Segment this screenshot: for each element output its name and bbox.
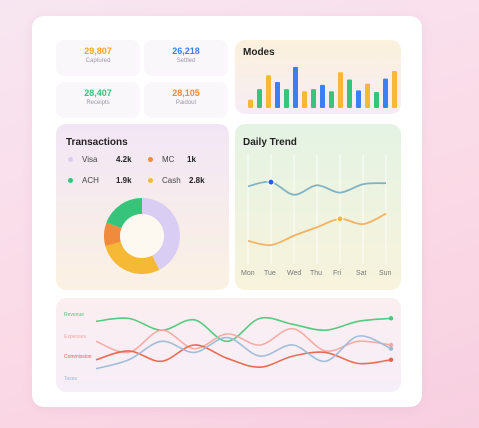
stat-label: Receipts	[86, 100, 110, 106]
day-label: Wed	[287, 270, 302, 277]
legend-value: 1k	[187, 155, 196, 164]
bottom-series-end-marker	[388, 357, 394, 362]
stat-captured[interactable]: 29,807 Captured	[56, 40, 140, 76]
daily-trend-line-chart	[247, 154, 387, 264]
stat-label: Settled	[176, 58, 196, 64]
day-label: Mon	[241, 270, 255, 277]
stat-value: 26,218	[172, 46, 200, 56]
modes-bar	[284, 89, 289, 108]
stat-settled[interactable]: 26,218 Settled	[144, 40, 228, 76]
trend-marker[interactable]	[267, 178, 275, 186]
modes-panel: Modes	[235, 40, 401, 114]
bottom-series-revenue	[95, 316, 392, 343]
day-label: Fri	[333, 270, 342, 277]
legend-value: 4.2k	[116, 155, 132, 164]
modes-bar	[302, 91, 307, 108]
trend-series-line	[247, 212, 387, 247]
modes-bar	[338, 72, 343, 108]
modes-title: Modes	[243, 47, 275, 58]
bottom-series-commission	[95, 344, 392, 369]
modes-bar	[275, 81, 280, 108]
legend-ach: ACH 1.9k	[68, 176, 132, 185]
trend-marker[interactable]	[336, 215, 344, 223]
bottom-chart-panel: Revenue Expenses Commission Taxes	[56, 298, 401, 392]
bottom-series-end-marker	[388, 342, 394, 348]
day-label: Sat	[356, 270, 367, 277]
legend-label: Cash	[162, 176, 181, 185]
stat-value: 29,807	[84, 46, 112, 56]
bottom-series-label: Taxes	[64, 376, 78, 382]
ach-dot	[68, 178, 73, 183]
day-label: Tue	[264, 270, 276, 277]
bottom-series-end-marker	[388, 316, 394, 321]
day-label: Sun	[379, 270, 392, 277]
stat-value: 28,105	[172, 88, 200, 98]
bottom-series-label: Revenue	[64, 312, 84, 318]
bottom-series-label: Expenses	[64, 334, 86, 340]
donut-slice-mc[interactable]	[104, 222, 122, 247]
stat-receipts[interactable]: 28,407 Receipts	[56, 82, 140, 118]
legend-label: Visa	[82, 155, 98, 164]
mc-dot	[148, 157, 153, 162]
donut-slice-visa[interactable]	[142, 198, 180, 270]
modes-bar	[311, 89, 316, 108]
visa-dot	[68, 157, 73, 162]
legend-visa: Visa 4.2k	[68, 155, 132, 164]
daily-trend-panel: Daily Trend Mon Tue Wed Thu Fri Sat Sun	[235, 124, 401, 290]
legend-value: 2.8k	[189, 176, 205, 185]
donut-hole	[120, 214, 164, 258]
modes-bar	[266, 75, 271, 108]
modes-bar-chart	[248, 66, 397, 108]
modes-bar	[248, 99, 253, 108]
modes-bar	[383, 78, 388, 108]
modes-bar	[257, 89, 262, 108]
modes-bar	[293, 66, 298, 108]
modes-bar	[356, 90, 361, 108]
modes-bar	[320, 84, 325, 108]
bottom-series-taxes	[95, 335, 392, 370]
legend-cash: Cash 2.8k	[148, 176, 205, 185]
transactions-title: Transactions	[66, 137, 128, 148]
stat-label: Captured	[85, 58, 111, 64]
stat-value: 28,407	[84, 88, 112, 98]
daily-trend-title: Daily Trend	[243, 137, 297, 148]
transactions-panel: Transactions Visa 4.2k MC 1k ACH 1.9k Ca…	[56, 124, 229, 290]
modes-bar	[374, 92, 379, 108]
day-label: Thu	[310, 270, 323, 277]
donut-slice-cash[interactable]	[105, 241, 160, 274]
modes-bar	[347, 79, 352, 108]
bottom-multi-line-chart: Revenue Expenses Commission Taxes	[64, 312, 394, 382]
legend-label: MC	[162, 155, 175, 164]
bottom-series-expenses	[95, 327, 392, 354]
stat-paidout[interactable]: 28,105 Paidout	[144, 82, 228, 118]
legend-mc: MC 1k	[148, 155, 196, 164]
modes-bar	[392, 71, 397, 108]
modes-bar	[365, 83, 370, 108]
transactions-donut-chart	[104, 198, 180, 274]
bottom-series-end-marker	[388, 346, 394, 351]
stat-label: Paidout	[175, 100, 197, 106]
modes-bar	[329, 91, 334, 108]
bottom-series-label: Commission	[64, 354, 92, 360]
donut-slice-ach[interactable]	[106, 198, 142, 229]
legend-value: 1.9k	[116, 176, 132, 185]
legend-label: ACH	[82, 176, 99, 185]
cash-dot	[148, 178, 153, 183]
